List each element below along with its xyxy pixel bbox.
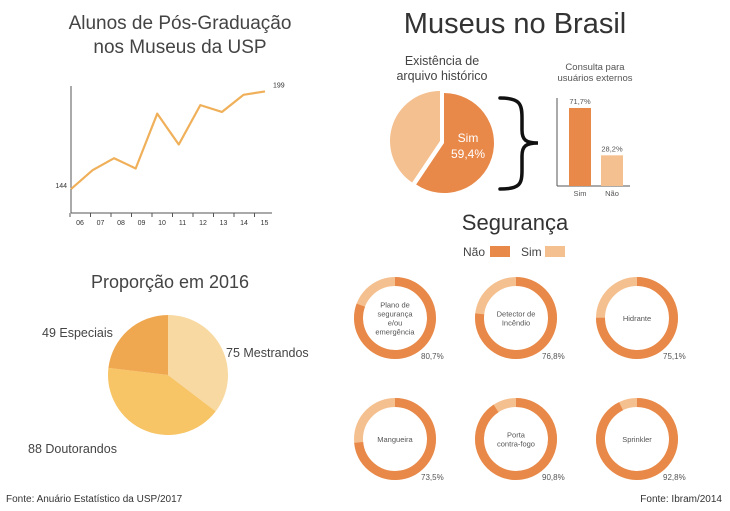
- pie-label-especiais: 49 Especiais: [42, 326, 113, 340]
- line-x-tick-label: 14: [240, 220, 248, 227]
- donut-label: contra-fogo: [497, 440, 535, 449]
- legend-sim-swatch: [545, 246, 565, 257]
- pie-slice-doutorandos: [108, 367, 216, 436]
- line-x-tick-label: 07: [97, 220, 105, 227]
- donut-label: Sprinkler: [622, 435, 652, 444]
- donut-label: Incêndio: [502, 319, 530, 328]
- donut-nao-arc: [354, 277, 436, 359]
- donut-label: Hidrante: [623, 314, 651, 323]
- donut-value-label: 73,5%: [421, 473, 444, 482]
- donut-label: Mangueira: [377, 435, 413, 444]
- donut-nao-arc: [475, 398, 557, 480]
- pie-label-doutorandos: 88 Doutorandos: [28, 442, 117, 456]
- donut-label: Detector de: [497, 310, 536, 319]
- consult-bar-title: Consulta para usuários externos: [540, 62, 650, 84]
- line-title-line: Alunos de Pós-Graduação: [68, 13, 292, 34]
- pie-slice-especiais: [108, 315, 168, 375]
- source-right: Fonte: Ibram/2014: [640, 494, 722, 505]
- archive-title-line: arquivo histórico: [396, 69, 488, 83]
- donut-value-label: 80,7%: [421, 352, 444, 361]
- donut-label: emergência: [375, 328, 415, 337]
- bar-value-label: 71,7%: [569, 97, 591, 106]
- archive-sim-value: 59,4%: [451, 147, 485, 161]
- donut-nao-arc: [596, 277, 678, 359]
- donut-value-label: 90,8%: [542, 473, 565, 482]
- donut-value-label: 92,8%: [663, 473, 686, 482]
- donut-nao-arc: [596, 398, 678, 480]
- bar-value-label: 28,2%: [601, 144, 623, 153]
- archive-slice-nao: [390, 91, 440, 183]
- bar-category-label: Não: [605, 189, 619, 198]
- pie-slice-mestrandos: [168, 315, 228, 412]
- consult-title-line: usuários externos: [557, 73, 633, 84]
- line-x-tick-label: 11: [179, 220, 186, 227]
- donut-nao-arc: [354, 398, 436, 480]
- main-title: Museus no Brasil: [403, 8, 627, 40]
- line-x-tick-label: 13: [220, 220, 228, 227]
- donut-value-label: 76,8%: [542, 352, 565, 361]
- bar-sim: [569, 107, 591, 186]
- donut-label: Plano de: [380, 301, 410, 310]
- pie-chart-title: Proporção em 2016: [90, 272, 250, 292]
- archive-sim-label: Sim: [458, 131, 479, 145]
- line-x-tick-label: 06: [76, 220, 84, 227]
- consult-title-line: Consulta para: [565, 62, 625, 73]
- line-x-tick-label: 12: [199, 220, 207, 227]
- legend-sim-label: Sim: [521, 245, 542, 259]
- seguranca-title: Segurança: [461, 210, 569, 235]
- bar-não: [601, 155, 623, 186]
- line-series: [70, 90, 266, 190]
- legend-nao-swatch: [490, 246, 510, 257]
- donut-label: segurança: [377, 310, 413, 319]
- line-first-label: 144: [55, 183, 67, 190]
- brace-icon: [498, 96, 539, 191]
- line-last-label: 199: [273, 82, 285, 89]
- pie-label-mestrandos: 75 Mestrandos: [226, 346, 309, 360]
- bar-category-label: Sim: [574, 189, 587, 198]
- donut-value-label: 75,1%: [663, 352, 686, 361]
- archive-slice-sim: [416, 93, 494, 194]
- line-title-line: nos Museus da USP: [93, 37, 267, 58]
- line-chart-title: Alunos de Pós-Graduação nos Museus da USP: [10, 12, 350, 60]
- legend-nao-label: Não: [463, 245, 485, 259]
- donut-nao-arc: [475, 277, 557, 359]
- line-x-tick-label: 08: [117, 220, 125, 227]
- archive-pie-title: Existência de arquivo histórico: [372, 54, 512, 84]
- line-x-tick-label: 09: [138, 220, 146, 227]
- line-x-tick-label: 10: [158, 220, 166, 227]
- donut-label: Porta: [507, 431, 526, 440]
- source-left: Fonte: Anuário Estatístico da USP/2017: [6, 494, 183, 505]
- donut-label: e/ou: [388, 319, 403, 328]
- archive-title-line: Existência de: [404, 54, 480, 68]
- line-x-tick-label: 15: [261, 220, 269, 227]
